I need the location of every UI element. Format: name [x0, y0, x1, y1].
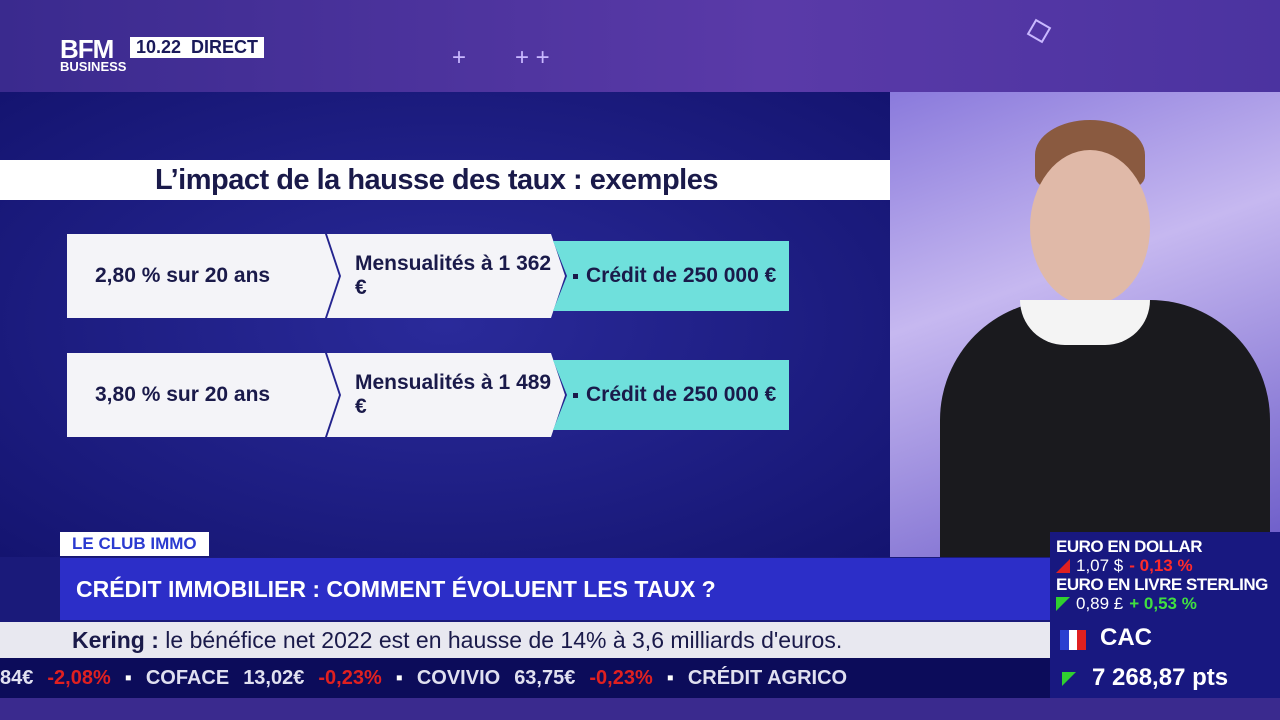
- logo-sub: BUSINESS: [60, 59, 127, 74]
- plus-decoration-icon: + +: [515, 44, 550, 71]
- presenter-head: [1030, 150, 1150, 305]
- live-badge: 10.22 DIRECT: [130, 37, 265, 58]
- ticker-name: COVIVIO: [416, 667, 501, 689]
- channel-logo: BFM BUSINESS: [60, 36, 126, 73]
- news-crawl: Kering : le bénéfice net 2022 est en hau…: [0, 622, 1050, 658]
- stock-ticker: 84€ -2,08% ▪ COFACE 13,02€ -0,23% ▪ COVIVIO 63…: [0, 658, 1050, 698]
- live-label: DIRECT: [191, 37, 259, 57]
- eurusd-label: EURO EN DOLLAR: [1056, 537, 1203, 556]
- separator-icon: ▪: [395, 667, 403, 689]
- news-company: Kering :: [72, 627, 159, 653]
- program-tag: LE CLUB IMMO: [60, 532, 209, 556]
- ticker-price: 84€: [0, 667, 34, 689]
- credit-text: Crédit de 250 000 €: [586, 264, 777, 287]
- ticker-name: COFACE: [145, 667, 230, 689]
- france-flag-icon: [1060, 630, 1087, 650]
- eurgbp-change: + 0,53 %: [1129, 594, 1197, 613]
- example-row: 2,80 % sur 20 ans Mensualités à 1 362 € …: [67, 234, 789, 318]
- plus-decoration-icon: +: [452, 44, 467, 71]
- presenter-collar: [1020, 300, 1150, 345]
- credit-text: Crédit de 250 000 €: [586, 383, 777, 406]
- eurgbp-value: 0,89 £: [1076, 594, 1124, 613]
- cac-panel: CAC 7 268,87 pts: [1050, 620, 1280, 698]
- rate-cell: 3,80 % sur 20 ans: [67, 353, 339, 437]
- credit-cell: Crédit de 250 000 €: [553, 360, 789, 430]
- eurusd-value: 1,07 $: [1076, 556, 1124, 575]
- ticker-price: 13,02€: [243, 667, 305, 689]
- triangle-red-icon: [1056, 559, 1070, 573]
- ticker-price: 63,75€: [514, 667, 576, 689]
- rate-cell: 2,80 % sur 20 ans: [67, 234, 339, 318]
- triangle-green-icon: [1062, 672, 1076, 686]
- monthly-cell: Mensualités à 1 362 €: [327, 234, 565, 318]
- triangle-green-icon: [1056, 597, 1070, 611]
- bottom-bar: [0, 698, 1280, 720]
- clock: 10.22: [136, 37, 182, 57]
- eurusd-change: - 0,13 %: [1129, 556, 1193, 575]
- credit-cell: Crédit de 250 000 €: [553, 241, 789, 311]
- news-text: le bénéfice net 2022 est en hausse de 14…: [165, 627, 843, 653]
- bullet-icon: [573, 392, 578, 398]
- monthly-cell: Mensualités à 1 489 €: [327, 353, 565, 437]
- currency-panel: EURO EN DOLLAR 1,07 $ - 0,13 % EURO EN LI…: [1050, 532, 1280, 620]
- separator-icon: ▪: [124, 667, 132, 689]
- bullet-icon: [573, 273, 578, 279]
- cac-label: CAC: [1100, 624, 1152, 651]
- ticker-change: -2,08%: [47, 667, 111, 689]
- eurgbp-label: EURO EN LIVRE STERLING: [1056, 575, 1268, 594]
- ticker-name: CRÉDIT AGRICO: [687, 667, 848, 689]
- example-row: 3,80 % sur 20 ans Mensualités à 1 489 € …: [67, 353, 789, 437]
- separator-icon: ▪: [666, 667, 674, 689]
- ticker-change: -0,23%: [589, 667, 653, 689]
- headline: CRÉDIT IMMOBILIER : COMMENT ÉVOLUENT LES…: [60, 558, 1050, 620]
- ticker-change: -0,23%: [318, 667, 382, 689]
- slide-title: L’impact de la hausse des taux : exemple…: [0, 160, 890, 200]
- logo-text: BFM: [60, 34, 114, 64]
- cac-value: 7 268,87 pts: [1092, 664, 1229, 691]
